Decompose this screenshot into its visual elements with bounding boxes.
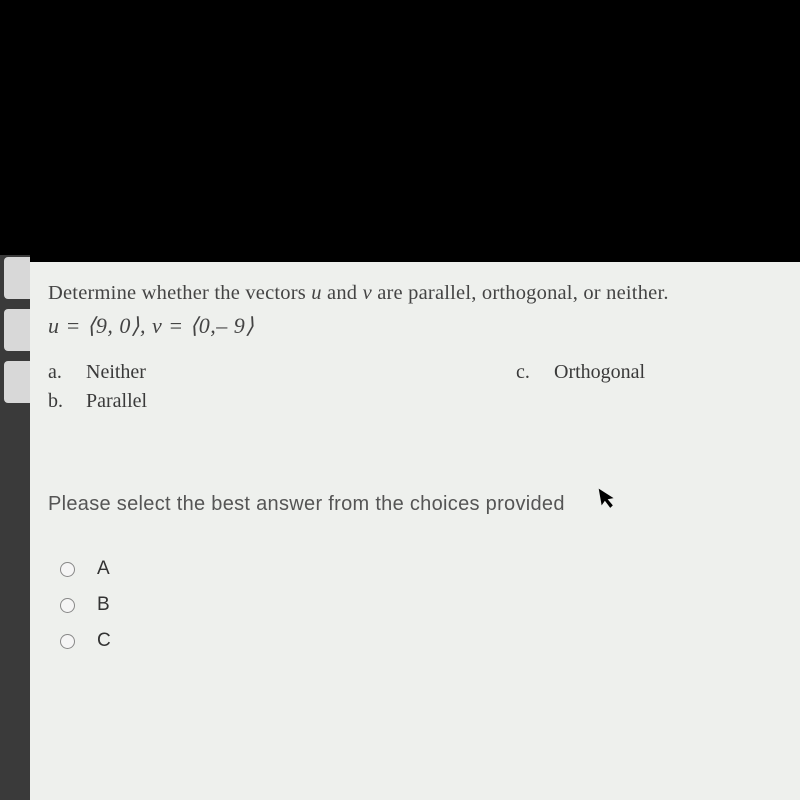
sidebar-tab-2[interactable] (4, 309, 30, 351)
option-c-text: Orthogonal (554, 361, 645, 384)
radio-circle-b[interactable] (60, 598, 75, 613)
var-u: u (311, 282, 321, 304)
var-v: v (363, 282, 372, 304)
equation-line: u = ⟨9, 0⟩, v = ⟨0,– 9⟩ (48, 313, 782, 339)
radio-option-c[interactable]: C (48, 630, 782, 652)
radio-label-a: A (97, 558, 110, 580)
option-b-letter: b. (48, 390, 86, 413)
prompt-suffix: are parallel, orthogonal, or neither. (372, 282, 669, 304)
cursor-icon (598, 485, 621, 518)
option-row-ac: a. Neither c. Orthogonal (48, 361, 782, 384)
letterbox-top (0, 0, 800, 255)
sidebar (0, 255, 30, 800)
radio-circle-a[interactable] (60, 562, 75, 577)
radio-circle-c[interactable] (60, 634, 75, 649)
prompt-mid1: and (322, 282, 363, 304)
radio-option-b[interactable]: B (48, 594, 782, 616)
radio-option-a[interactable]: A (48, 558, 782, 580)
radio-label-c: C (97, 630, 111, 652)
option-b-text: Parallel (86, 390, 147, 413)
question-prompt: Determine whether the vectors u and v ar… (48, 282, 782, 305)
option-row-b: b. Parallel (48, 390, 782, 413)
option-c-letter: c. (516, 361, 554, 384)
instruction-text: Please select the best answer from the c… (48, 493, 782, 516)
option-a-text: Neither (86, 361, 516, 384)
question-panel: Determine whether the vectors u and v ar… (30, 262, 800, 800)
sidebar-tab-1[interactable] (4, 257, 30, 299)
radio-label-b: B (97, 594, 110, 616)
sidebar-tab-3[interactable] (4, 361, 30, 403)
prompt-prefix: Determine whether the vectors (48, 282, 311, 304)
option-a-letter: a. (48, 361, 86, 384)
